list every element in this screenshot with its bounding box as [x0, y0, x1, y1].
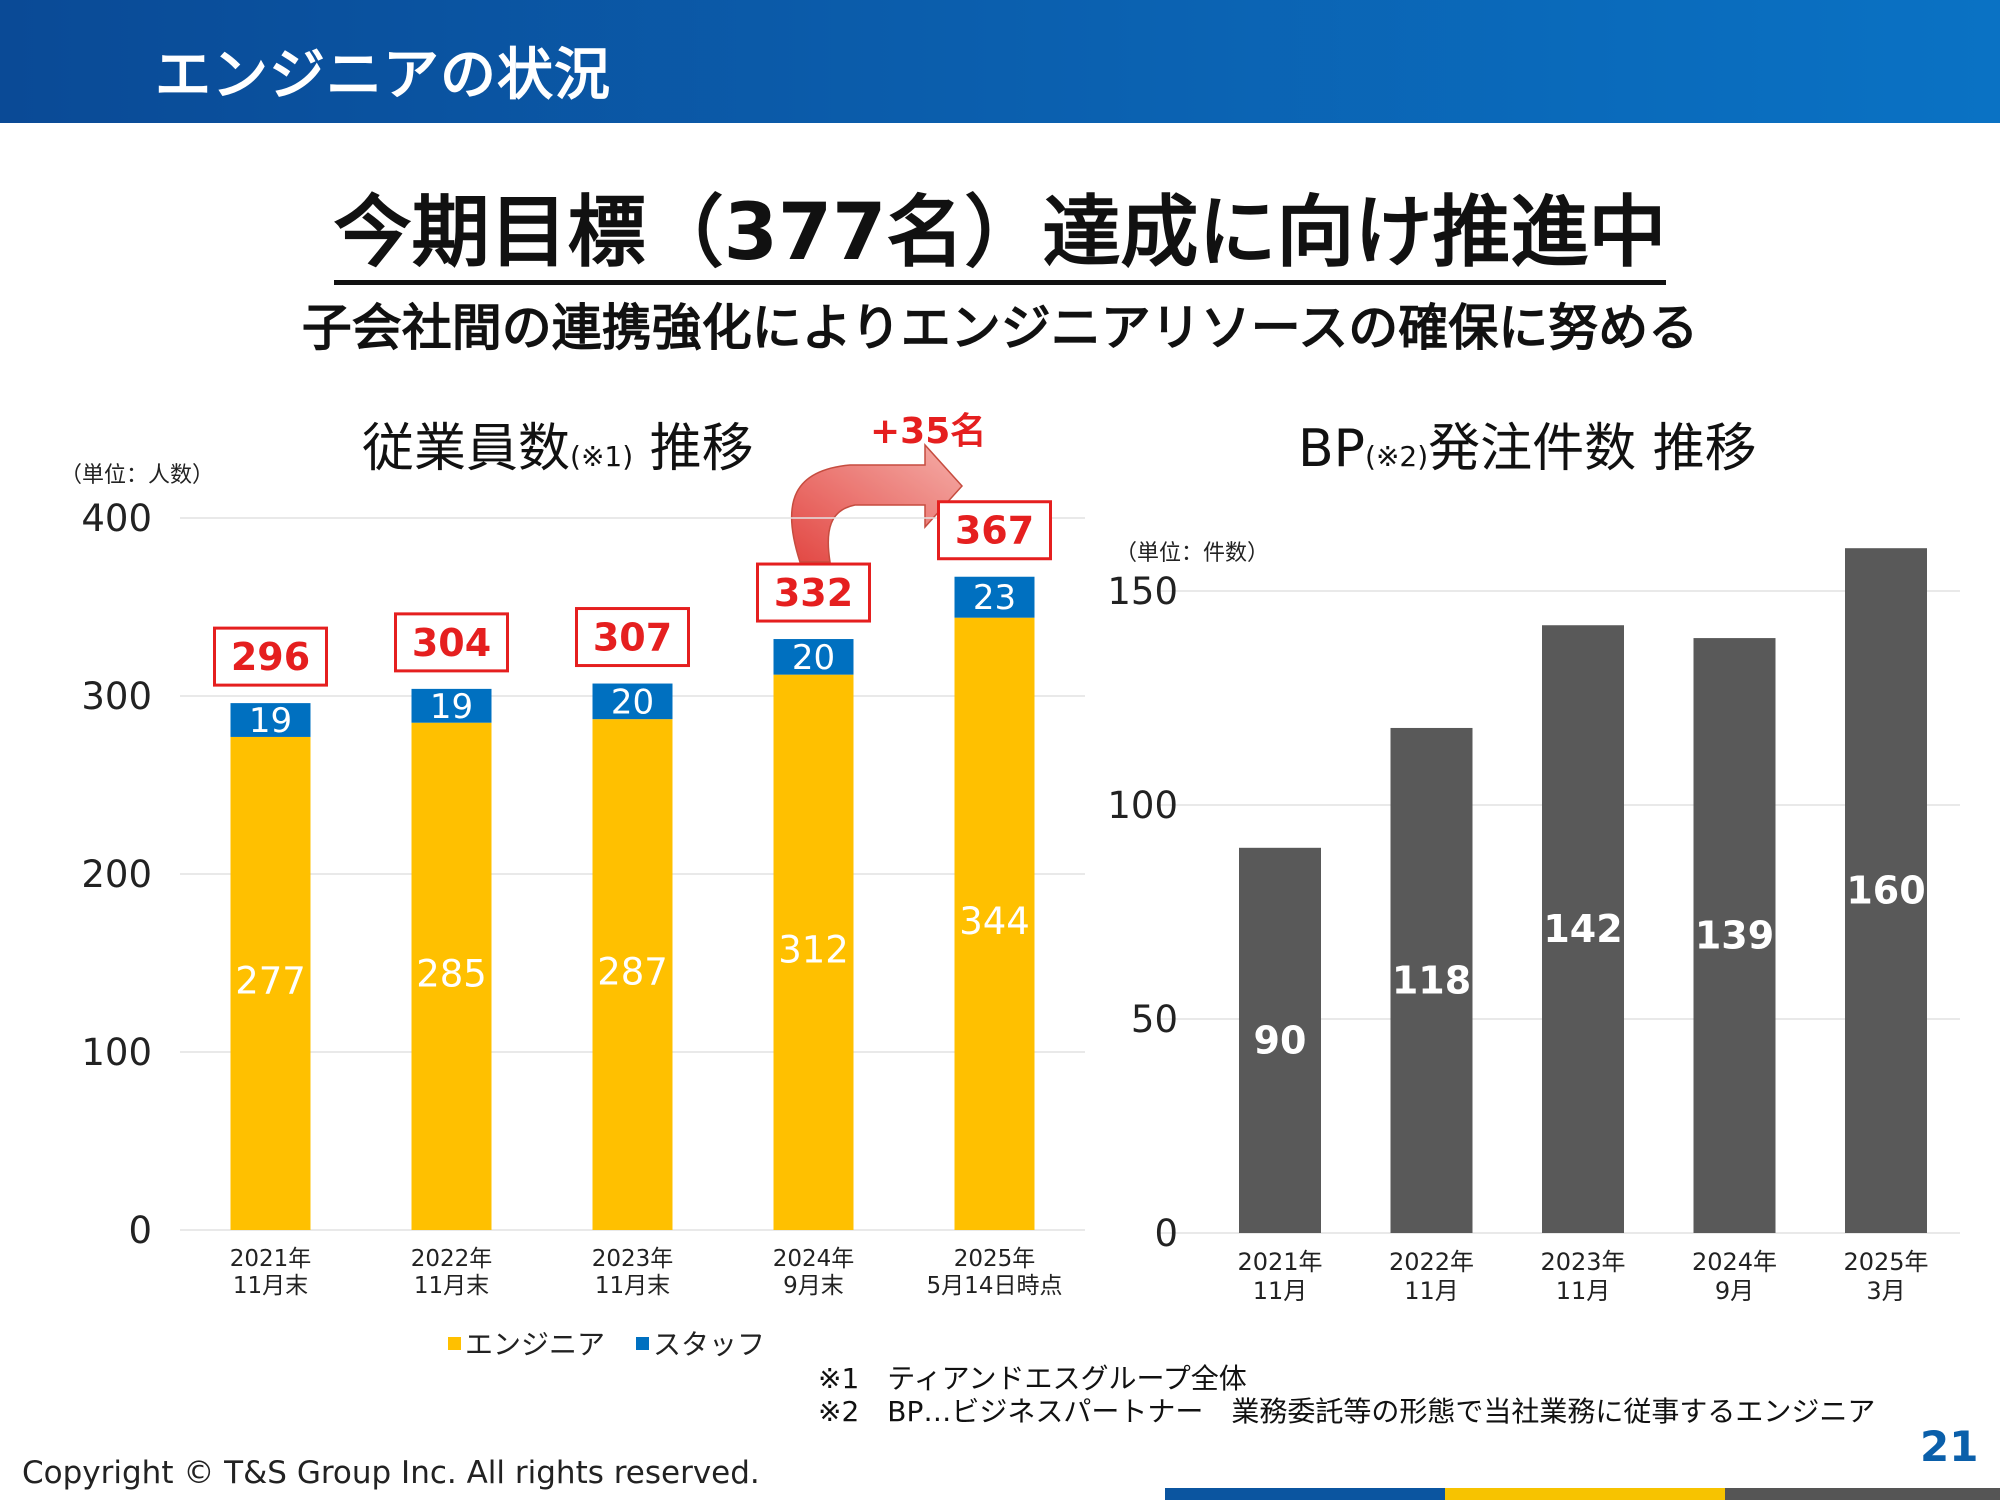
- increase-arrow-icon: [790, 443, 964, 563]
- total-box: [213, 626, 328, 687]
- employee-chart-title-main: 従業員数: [362, 419, 571, 479]
- bp-y-tick-label: 50: [1131, 998, 1178, 1041]
- engineer-data-label: 312: [778, 928, 849, 971]
- engineer-bar: [954, 617, 1035, 1230]
- staff-bar: [592, 683, 673, 720]
- employee-x-tick-label: 11月末: [414, 1273, 489, 1299]
- employee-chart-title: 従業員数(※1) 推移: [362, 406, 754, 481]
- bp-x-tick-label: 2024年: [1692, 1248, 1777, 1276]
- bp-chart-title-main: BP: [1298, 419, 1366, 479]
- page-title: エンジニアの状況: [155, 43, 611, 108]
- footnote-2: ※2 BP…ビジネスパートナー 業務委託等の形態で当社業務に従事するエンジニア: [818, 1395, 1876, 1428]
- staff-bar: [773, 639, 854, 675]
- bp-x-tick-label: 2023年: [1540, 1248, 1625, 1276]
- bp-chart-title: BP(※2)発注件数 推移: [1298, 406, 1757, 481]
- employee-y-tick-label: 100: [81, 1031, 152, 1074]
- bp-x-tick-label: 2021年: [1237, 1248, 1322, 1276]
- headline: 今期目標（377名）達成に向け推進中: [0, 170, 2000, 285]
- increase-label: +35名: [870, 411, 987, 452]
- legend-swatch: [636, 1337, 649, 1350]
- employee-y-tick-label: 200: [81, 853, 152, 896]
- total-box: [575, 607, 690, 668]
- bp-x-tick-label: 11月: [1556, 1277, 1611, 1305]
- employee-y-tick-label: 300: [81, 675, 152, 718]
- total-label: 296: [231, 635, 310, 679]
- staff-bar: [230, 703, 311, 737]
- bp-unit-label: （単位：件数）: [1115, 541, 1270, 566]
- engineer-data-label: 287: [597, 951, 668, 994]
- bp-data-label: 160: [1846, 869, 1925, 913]
- bp-y-tick-label: 100: [1107, 784, 1178, 827]
- employee-unit-label: （単位：人数）: [60, 463, 215, 488]
- footer-bar-gray: [1725, 1488, 2000, 1500]
- total-box: [937, 500, 1052, 561]
- employee-x-tick-label: 2024年: [773, 1246, 855, 1272]
- bp-data-label: 142: [1543, 907, 1622, 951]
- employee-x-tick-label: 2022年: [411, 1246, 493, 1272]
- header-bar: エンジニアの状況: [0, 0, 2000, 123]
- engineer-data-label: 277: [235, 959, 306, 1002]
- footer-bar-yellow: [1445, 1488, 1725, 1500]
- bp-x-tick-label: 3月: [1866, 1277, 1905, 1305]
- employee-y-tick-label: 400: [81, 497, 152, 540]
- legend-swatch: [448, 1337, 461, 1350]
- staff-bar: [954, 576, 1035, 618]
- legend-label: スタッフ: [653, 1328, 765, 1361]
- staff-data-label: 19: [249, 701, 292, 741]
- page-number: 21: [1920, 1422, 1979, 1471]
- engineer-bar: [411, 722, 492, 1230]
- bp-x-tick-label: 11月: [1253, 1277, 1308, 1305]
- bp-x-tick-label: 9月: [1715, 1277, 1754, 1305]
- bp-data-label: 90: [1254, 1018, 1307, 1062]
- staff-data-label: 23: [973, 578, 1016, 618]
- employee-x-tick-label: 11月末: [233, 1273, 308, 1299]
- bp-bar: [1390, 727, 1473, 1233]
- bp-y-tick-label: 0: [1154, 1212, 1178, 1255]
- employee-x-tick-label: 5月14日時点: [927, 1273, 1063, 1299]
- total-label: 367: [955, 509, 1034, 553]
- staff-bar: [411, 688, 492, 723]
- total-box: [756, 562, 871, 623]
- employee-chart-title-note: (※1): [570, 440, 634, 473]
- total-box: [394, 612, 509, 673]
- subheadline: 子会社間の連携強化によりエンジニアリソースの確保に努める: [301, 299, 1699, 357]
- employee-x-tick-label: 2025年: [954, 1246, 1036, 1272]
- engineer-bar: [230, 736, 311, 1230]
- employee-x-tick-label: 2023年: [592, 1246, 674, 1272]
- total-label: 304: [412, 621, 491, 665]
- bp-bar: [1239, 847, 1321, 1233]
- engineer-data-label: 344: [959, 900, 1030, 943]
- footnote-1: ※1 ティアンドエスグループ全体: [818, 1362, 1247, 1395]
- employee-chart-title-suffix: 推移: [649, 419, 754, 479]
- footnotes: ※1 ティアンドエスグループ全体 ※2 BP…ビジネスパートナー 業務委託等の形…: [818, 1362, 1875, 1428]
- employee-y-tick-label: 0: [128, 1209, 152, 1252]
- staff-data-label: 20: [611, 682, 654, 722]
- bp-x-tick-label: 11月: [1404, 1277, 1459, 1305]
- employee-x-tick-label: 11月末: [595, 1273, 670, 1299]
- bp-chart-title-note: (※2): [1365, 440, 1429, 473]
- staff-data-label: 20: [792, 638, 835, 678]
- bp-y-tick-label: 150: [1107, 570, 1178, 613]
- bp-x-tick-label: 2025年: [1843, 1248, 1928, 1276]
- staff-data-label: 19: [430, 687, 473, 727]
- employee-x-tick-label: 9月末: [783, 1273, 844, 1299]
- footer-bar-blue: [1165, 1488, 1445, 1500]
- total-label: 307: [593, 616, 672, 660]
- bp-bar: [1542, 625, 1624, 1233]
- bp-data-label: 118: [1392, 958, 1471, 1002]
- bp-bar: [1845, 548, 1927, 1233]
- legend-label: エンジニア: [465, 1328, 605, 1361]
- bp-data-label: 139: [1695, 914, 1774, 958]
- engineer-bar: [773, 674, 854, 1230]
- employee-x-tick-label: 2021年: [230, 1246, 312, 1272]
- bp-chart-title-suffix: 発注件数 推移: [1428, 419, 1757, 479]
- copyright: Copyright © T&S Group Inc. All rights re…: [22, 1455, 760, 1491]
- engineer-data-label: 285: [416, 952, 487, 995]
- headline-text: 今期目標（377名）達成に向け推進中: [333, 188, 1667, 285]
- bp-bar: [1693, 638, 1776, 1233]
- bp-x-tick-label: 2022年: [1389, 1248, 1474, 1276]
- engineer-bar: [592, 719, 673, 1230]
- total-label: 332: [774, 571, 853, 615]
